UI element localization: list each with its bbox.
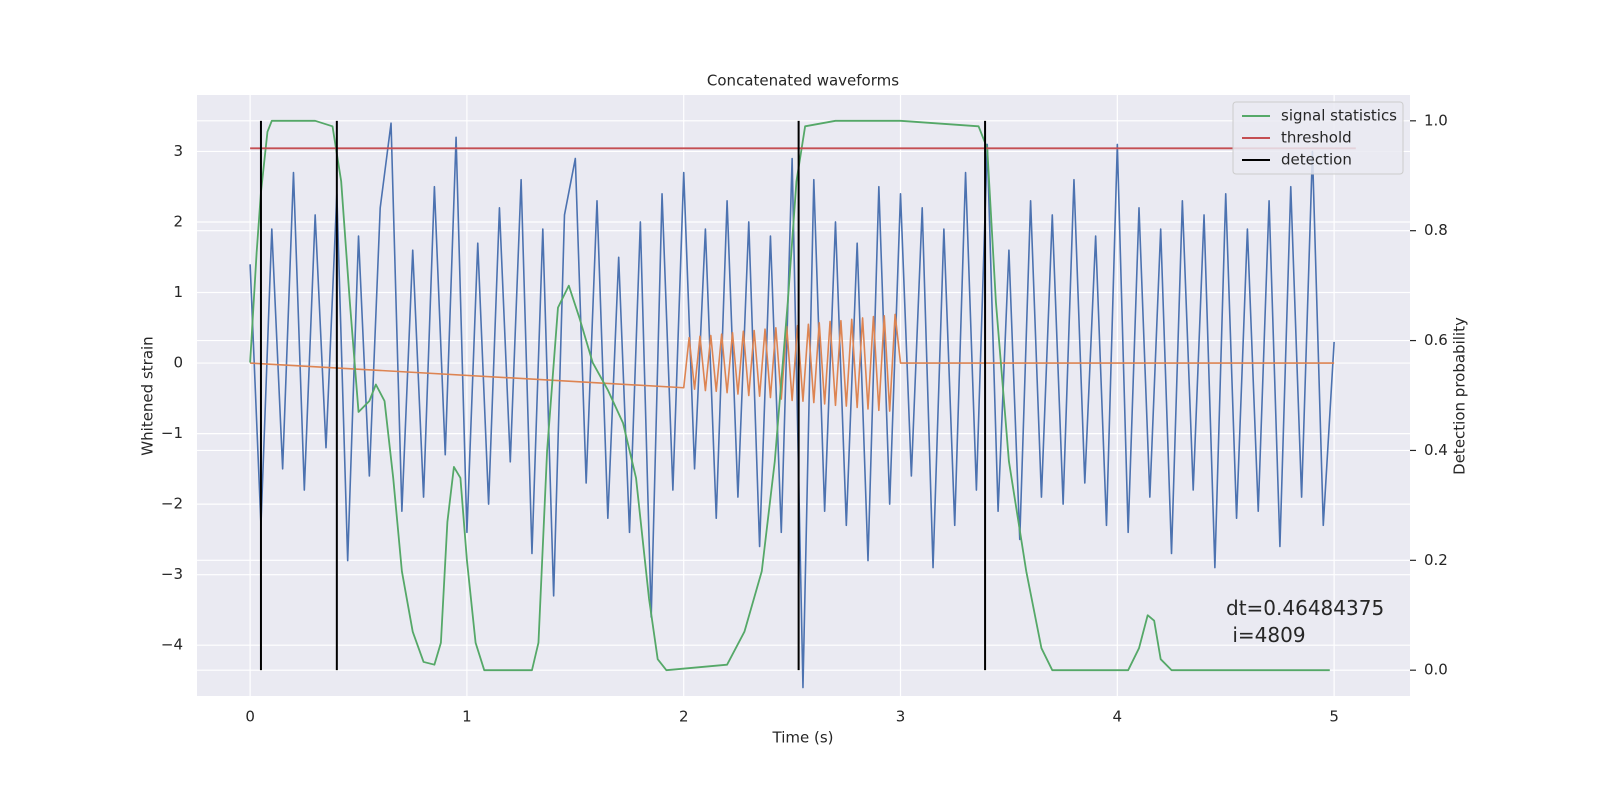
y-axis-label: Whitened strain	[139, 336, 157, 455]
y-tick-label: −2	[161, 495, 183, 513]
x-axis-label: Time (s)	[772, 729, 834, 747]
y2-tick-label: 0.0	[1424, 661, 1448, 679]
x-tick-label: 5	[1329, 708, 1339, 726]
y2-axis-label: Detection probability	[1451, 317, 1469, 475]
y2-tick-label: 0.2	[1424, 551, 1448, 569]
x-tick-label: 4	[1113, 708, 1123, 726]
y-tick-label: 2	[173, 212, 183, 230]
series-line	[249, 122, 1335, 689]
y2-tick-label: 0.6	[1424, 331, 1448, 349]
x-tick-label: 1	[462, 708, 472, 726]
x-tick-label: 2	[679, 708, 689, 726]
y2-tick-label: 1.0	[1424, 111, 1448, 129]
legend-box	[1232, 101, 1404, 175]
series-line	[249, 119, 1330, 672]
annotation: dt=0.46484375 i=4809	[1226, 596, 1385, 647]
legend-label: signal statistics	[1281, 107, 1397, 125]
y-tick-label: −1	[161, 424, 183, 442]
chart-title: Concatenated waveforms	[707, 72, 899, 90]
y-tick-label: −4	[161, 636, 183, 654]
legend-label: threshold	[1281, 129, 1352, 147]
y-tick-label: −3	[161, 565, 183, 583]
y-tick-label: 1	[173, 283, 183, 301]
y2-tick-label: 0.8	[1424, 221, 1448, 239]
y2-tick-label: 0.4	[1424, 441, 1448, 459]
series-line	[250, 313, 1335, 412]
x-tick-label: 0	[245, 708, 255, 726]
legend-label: detection	[1281, 151, 1352, 169]
x-tick-label: 3	[896, 708, 906, 726]
y-tick-label: 0	[173, 354, 183, 372]
y-tick-label: 3	[173, 142, 183, 160]
